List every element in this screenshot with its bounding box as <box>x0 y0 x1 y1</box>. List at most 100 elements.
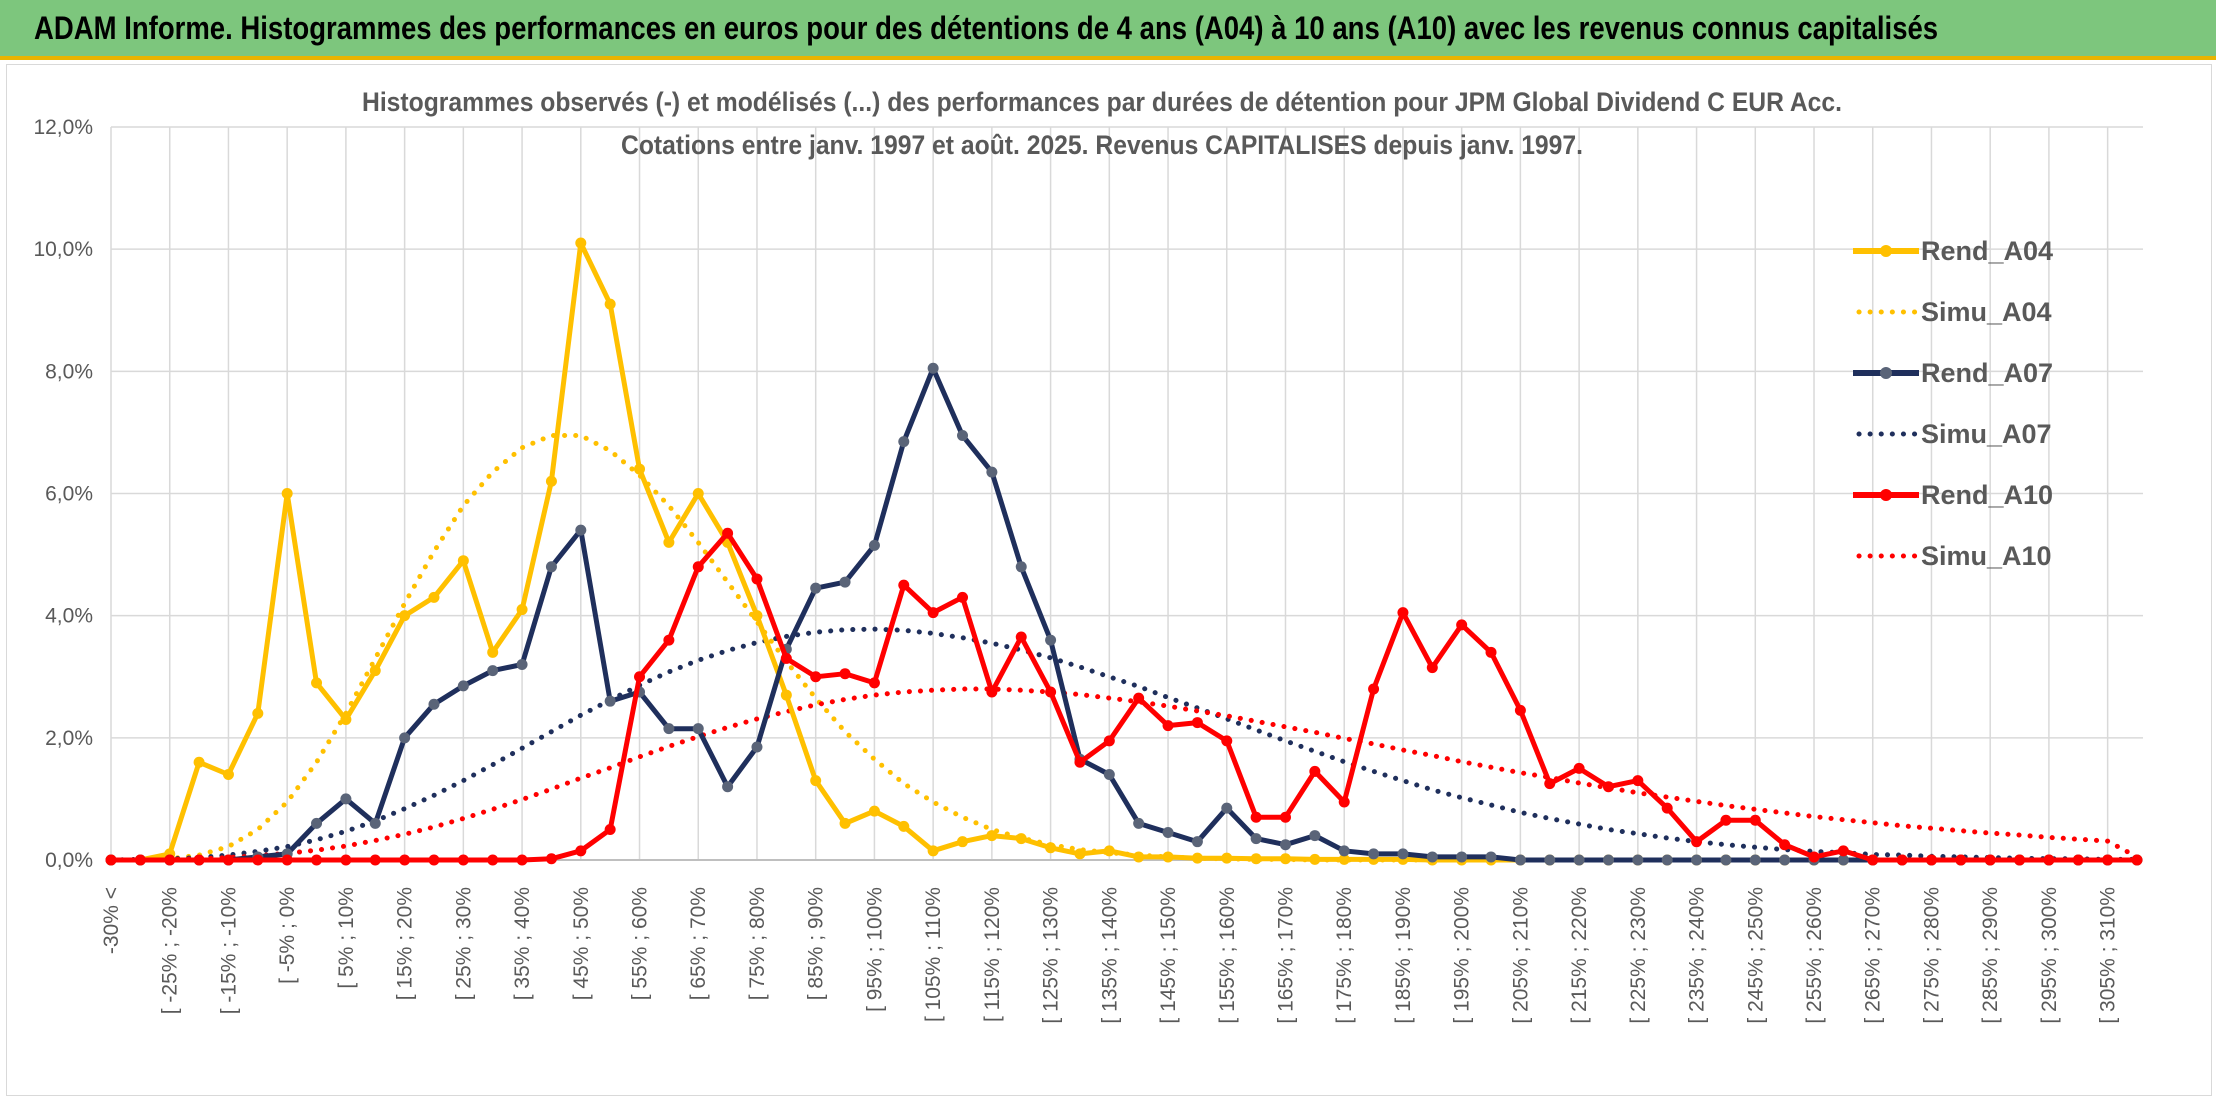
point-Rend_A10 <box>1602 781 1614 793</box>
point-Rend_A10 <box>311 854 323 866</box>
legend-item-Simu_A04: Simu_A04 <box>1856 297 2052 327</box>
chart-frame: Histogrammes observés (-) et modélisés (… <box>6 64 2212 1096</box>
point-Rend_A07 <box>1720 854 1732 866</box>
point-Rend_A04 <box>340 714 352 726</box>
point-Rend_A10 <box>2131 854 2143 866</box>
point-Rend_A07 <box>663 723 675 735</box>
x-tick-label: [ 275% ; 280% <box>1920 887 1943 1024</box>
x-tick-label: [ 105% ; 110% <box>922 887 945 1022</box>
point-Rend_A04 <box>1074 848 1086 860</box>
point-Rend_A10 <box>986 686 998 698</box>
x-tick-label: [ 215% ; 220% <box>1568 887 1591 1024</box>
point-Rend_A04 <box>1338 853 1350 865</box>
x-tick-label: [ 95% ; 100% <box>863 887 886 1012</box>
point-Rend_A07 <box>1250 833 1262 845</box>
point-Rend_A10 <box>1015 631 1027 643</box>
series-Rend_A04 <box>105 237 2143 866</box>
point-Rend_A10 <box>1045 686 1057 698</box>
x-tick-label: [ 285% ; 290% <box>1979 887 2002 1024</box>
point-Rend_A10 <box>1368 683 1380 695</box>
x-tick-label: [ 235% ; 240% <box>1686 887 1709 1024</box>
x-tick-label: [ -25% ; -20% <box>159 887 182 1014</box>
point-Rend_A10 <box>1837 845 1849 857</box>
point-Rend_A10 <box>839 668 851 680</box>
point-Rend_A07 <box>575 524 587 536</box>
point-Rend_A07 <box>1191 836 1203 848</box>
point-Rend_A04 <box>751 610 763 622</box>
legend-marker <box>1880 489 1892 501</box>
point-Rend_A10 <box>1162 720 1174 732</box>
point-Rend_A10 <box>1808 851 1820 863</box>
legend-label: Rend_A10 <box>1921 480 2053 510</box>
x-tick-label: [ 35% ; 40% <box>511 887 534 1000</box>
line-Simu_A10 <box>108 686 2140 863</box>
x-tick-label: [ 125% ; 130% <box>1040 887 1063 1024</box>
point-Rend_A10 <box>604 823 616 835</box>
point-Rend_A10 <box>868 677 880 689</box>
point-Rend_A10 <box>281 854 293 866</box>
point-Rend_A07 <box>1045 634 1057 646</box>
point-Rend_A10 <box>1397 607 1409 619</box>
point-Rend_A07 <box>1221 802 1233 814</box>
point-Rend_A04 <box>604 298 616 310</box>
y-axis-ticks: 0,0% 2,0% 4,0% 6,0% 8,0% 10,0% 12,0% <box>33 116 93 872</box>
y-tick-label: 6,0% <box>45 483 93 506</box>
point-Rend_A10 <box>1691 836 1703 848</box>
series-Rend_A07 <box>105 362 2143 866</box>
x-tick-label: [ 55% ; 60% <box>629 887 652 1000</box>
x-axis-ticks: -30% < [ -25% ; -20% [ -15% ; -10% [ -5% ; … <box>100 887 2120 1024</box>
point-Rend_A10 <box>2014 854 2026 866</box>
point-Rend_A04 <box>516 604 528 616</box>
point-Rend_A07 <box>516 659 528 671</box>
legend: Rend_A04 Simu_A04 Rend_A07 Simu_A07 Rend_A10… <box>1853 236 2053 571</box>
point-Rend_A10 <box>252 854 264 866</box>
legend-label: Rend_A04 <box>1921 236 2053 266</box>
point-Rend_A10 <box>369 854 381 866</box>
point-Rend_A10 <box>1103 735 1115 747</box>
point-Rend_A07 <box>810 582 822 594</box>
point-Rend_A10 <box>1456 619 1468 631</box>
point-Rend_A10 <box>957 591 969 603</box>
point-Rend_A04 <box>957 836 969 848</box>
legend-label: Simu_A07 <box>1921 419 2052 449</box>
point-Rend_A10 <box>222 854 234 866</box>
point-Rend_A10 <box>1426 662 1438 674</box>
point-Rend_A10 <box>1221 735 1233 747</box>
point-Rend_A10 <box>1955 854 1967 866</box>
x-tick-label: [ -5% ; 0% <box>276 887 299 984</box>
report-banner: ADAM Informe. Histogrammes des performan… <box>0 0 2216 60</box>
point-Rend_A10 <box>1191 717 1203 729</box>
point-Rend_A10 <box>663 634 675 646</box>
point-Rend_A07 <box>1837 854 1849 866</box>
point-Rend_A10 <box>1749 814 1761 826</box>
point-Rend_A04 <box>575 237 587 249</box>
point-Rend_A04 <box>487 646 499 658</box>
point-Rend_A04 <box>1309 853 1321 865</box>
legend-item-Simu_A07: Simu_A07 <box>1856 419 2052 449</box>
point-Rend_A07 <box>428 698 440 710</box>
point-Rend_A04 <box>1162 851 1174 863</box>
point-Rend_A07 <box>1779 854 1791 866</box>
point-Rend_A10 <box>1309 765 1321 777</box>
x-tick-label: [ 175% ; 180% <box>1333 887 1356 1024</box>
point-Rend_A10 <box>2072 854 2084 866</box>
point-Rend_A07 <box>1279 839 1291 851</box>
point-Rend_A07 <box>1691 854 1703 866</box>
point-Rend_A07 <box>927 362 939 374</box>
point-Rend_A04 <box>1221 852 1233 864</box>
point-Rend_A10 <box>927 607 939 619</box>
point-Rend_A10 <box>1133 692 1145 704</box>
legend-marker <box>1880 245 1892 257</box>
point-Rend_A04 <box>1250 853 1262 865</box>
legend-label: Simu_A10 <box>1921 541 2052 571</box>
point-Rend_A07 <box>751 741 763 753</box>
legend-item-Rend_A07: Rend_A07 <box>1853 358 2053 388</box>
legend-label: Rend_A07 <box>1921 358 2053 388</box>
point-Rend_A07 <box>545 561 557 573</box>
point-Rend_A07 <box>1544 854 1556 866</box>
x-tick-label: [ 85% ; 90% <box>805 887 828 1000</box>
legend-item-Rend_A10: Rend_A10 <box>1853 480 2053 510</box>
point-Rend_A07 <box>1426 851 1438 863</box>
point-Rend_A10 <box>1338 796 1350 808</box>
point-Rend_A10 <box>399 854 411 866</box>
